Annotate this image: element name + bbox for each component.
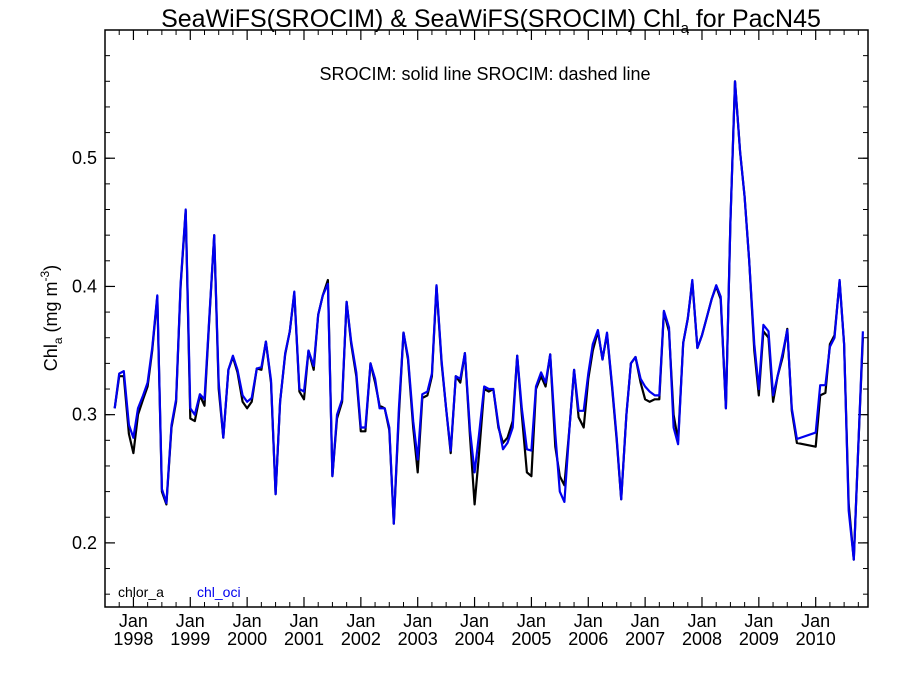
legend-label-chl-oci: chl_oci bbox=[197, 584, 241, 600]
x-tick-label-month: Jan bbox=[119, 611, 148, 631]
x-tick-label-month: Jan bbox=[176, 611, 205, 631]
x-tick-label-month: Jan bbox=[289, 611, 318, 631]
y-tick-label: 0.4 bbox=[72, 276, 97, 296]
x-tick-label-year: 2003 bbox=[398, 629, 438, 649]
y-axis-label-subscript: a bbox=[51, 337, 65, 344]
x-tick-label-year: 2005 bbox=[511, 629, 551, 649]
x-tick-label-month: Jan bbox=[460, 611, 489, 631]
data-series bbox=[113, 80, 864, 561]
chart-title: SeaWiFS(SROCIM) & SeaWiFS(SROCIM) Chla f… bbox=[161, 5, 821, 37]
x-tick-label-year: 2006 bbox=[568, 629, 608, 649]
chart-title-suffix: for PacN45 bbox=[689, 5, 821, 33]
y-tick-label: 0.3 bbox=[72, 405, 97, 425]
x-tick-label-year: 2007 bbox=[625, 629, 665, 649]
x-tick-label-month: Jan bbox=[403, 611, 432, 631]
x-tick-label-month: Jan bbox=[346, 611, 375, 631]
x-tick-label-month: Jan bbox=[631, 611, 660, 631]
y-axis-label-superscript: -3 bbox=[38, 270, 52, 281]
series-line-chl-oci bbox=[113, 80, 864, 561]
x-tick-label-month: Jan bbox=[233, 611, 262, 631]
x-tick-label-month: Jan bbox=[744, 611, 773, 631]
plot-frame bbox=[104, 29, 869, 608]
x-tick-label-year: 1999 bbox=[170, 629, 210, 649]
y-axis-label-units: (mg m bbox=[41, 281, 61, 337]
x-tick-label-month: Jan bbox=[574, 611, 603, 631]
x-tick-label-month: Jan bbox=[687, 611, 716, 631]
y-axis-label: Chla (mg m-3) bbox=[38, 265, 65, 371]
x-tick-label-month: Jan bbox=[517, 611, 546, 631]
x-tick-label-year: 2009 bbox=[739, 629, 779, 649]
axis-ticks: 0.20.30.40.5Jan1998Jan1999Jan2000Jan2001… bbox=[72, 30, 868, 649]
x-tick-label-year: 2000 bbox=[227, 629, 267, 649]
legend-label-chlor-a: chlor_a bbox=[118, 584, 164, 600]
y-tick-label: 0.2 bbox=[72, 533, 97, 553]
x-tick-label-month: Jan bbox=[801, 611, 830, 631]
x-tick-label-year: 2010 bbox=[796, 629, 836, 649]
x-tick-label-year: 2002 bbox=[341, 629, 381, 649]
x-tick-label-year: 2008 bbox=[682, 629, 722, 649]
x-tick-label-year: 2001 bbox=[284, 629, 324, 649]
svg-text:Chla (mg m-3): Chla (mg m-3) bbox=[38, 265, 65, 371]
series-line-chlor-a bbox=[113, 80, 864, 561]
y-axis-label-close: ) bbox=[41, 265, 61, 271]
annotation-text: SROCIM: solid line SROCIM: dashed line bbox=[319, 64, 650, 84]
y-tick-label: 0.5 bbox=[72, 148, 97, 168]
x-tick-label-year: 1998 bbox=[113, 629, 153, 649]
legend: chlor_a chl_oci bbox=[118, 584, 241, 600]
x-tick-label-year: 2004 bbox=[455, 629, 495, 649]
chart-title-subscript: a bbox=[681, 20, 690, 37]
